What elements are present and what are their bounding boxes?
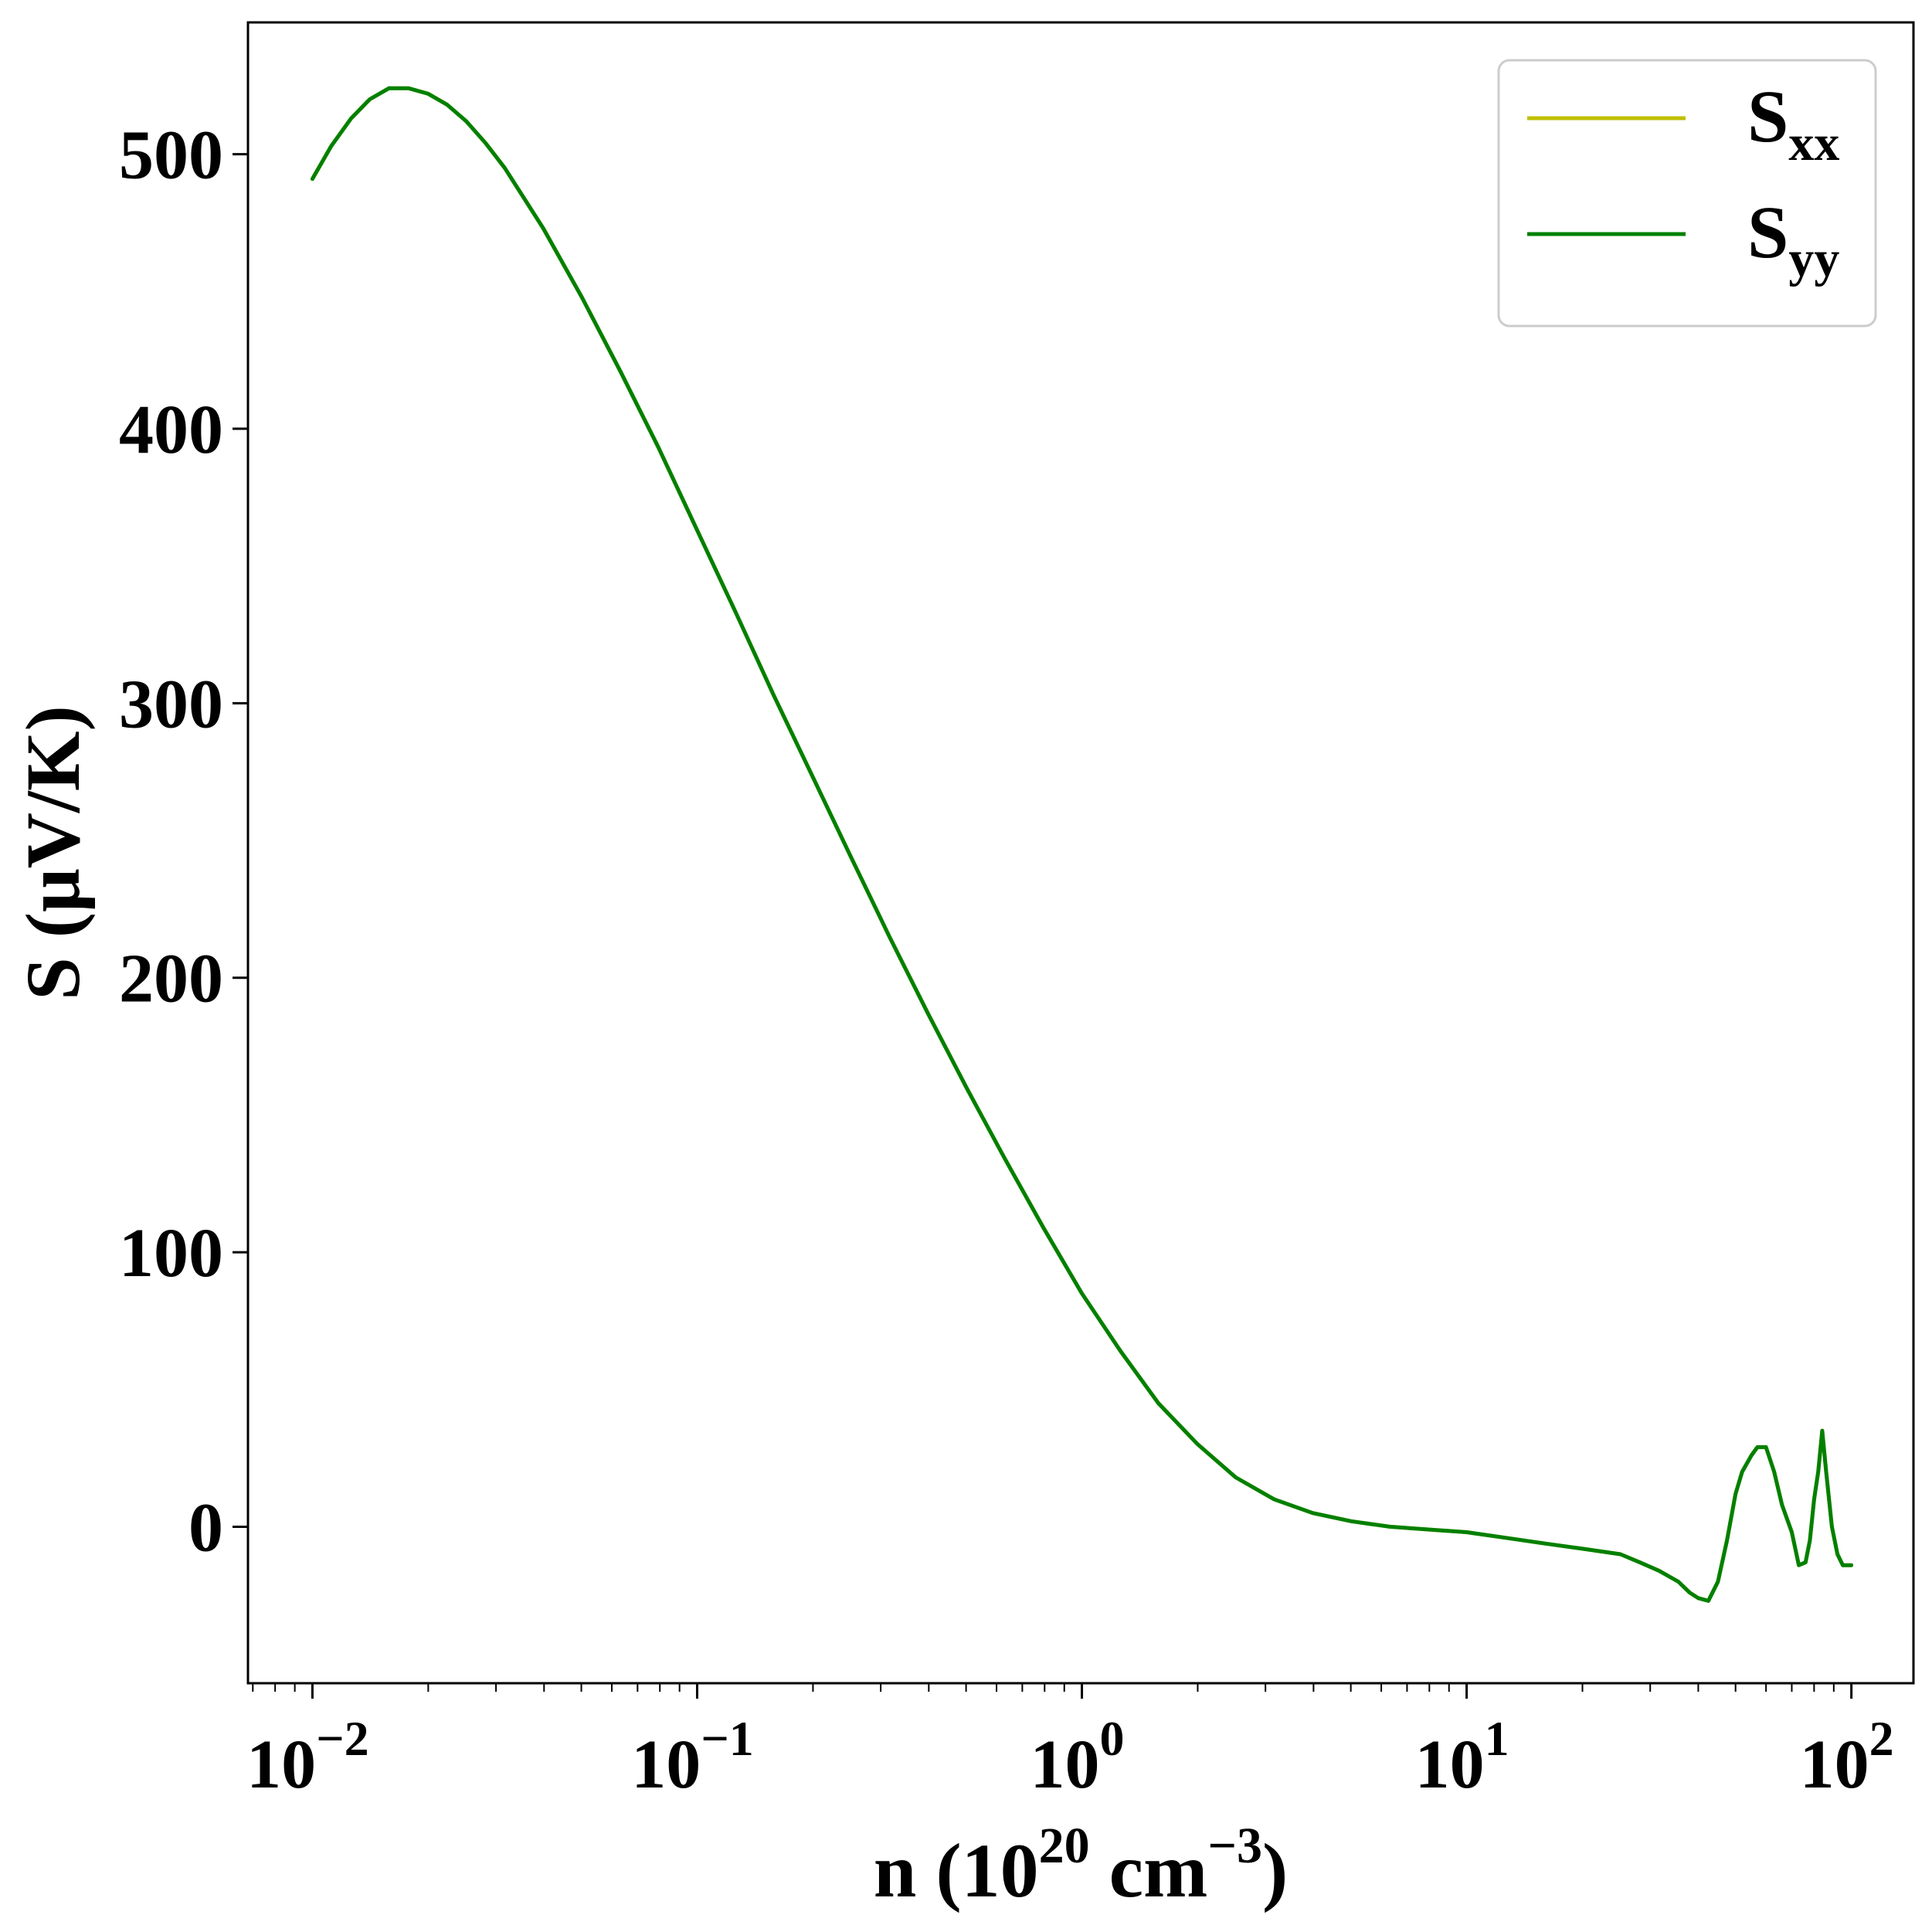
- x-axis-label-exponent-2: −3: [1207, 1818, 1262, 1874]
- y-tick-label: 400: [119, 392, 223, 468]
- series-layer: [310, 86, 1854, 1603]
- x-tick-label: 100: [1031, 1711, 1125, 1803]
- series-line-syy: [310, 86, 1854, 1603]
- legend-label-sxx: Sxx: [1747, 75, 1839, 171]
- y-tick-label: 0: [188, 1489, 223, 1566]
- x-tick-label: 10−1: [631, 1711, 753, 1803]
- plot-frame: [246, 21, 1915, 1685]
- legend-box: [1497, 59, 1877, 328]
- x-axis-ticks: 10−2 10−1 100 101 102: [246, 1683, 1894, 1803]
- legend: Sxx Syy: [1497, 59, 1877, 328]
- y-tick-label: 500: [119, 117, 223, 194]
- x-tick-label: 10−2: [246, 1711, 368, 1803]
- y-tick-label: 200: [119, 941, 223, 1017]
- y-tick-label: 300: [119, 666, 223, 742]
- x-axis-label: n (1020 cm−3): [874, 1818, 1289, 1913]
- y-tick-label: 100: [119, 1215, 223, 1292]
- y-axis-ticks: 0 100 200 300 400 500: [119, 117, 248, 1566]
- legend-label-syy: Syy: [1747, 191, 1839, 287]
- x-tick-label: 102: [1800, 1711, 1894, 1803]
- y-axis-label: S (μV/K): [10, 705, 96, 1000]
- x-axis-label-exponent-1: 20: [1039, 1818, 1090, 1874]
- x-tick-label: 101: [1415, 1711, 1509, 1803]
